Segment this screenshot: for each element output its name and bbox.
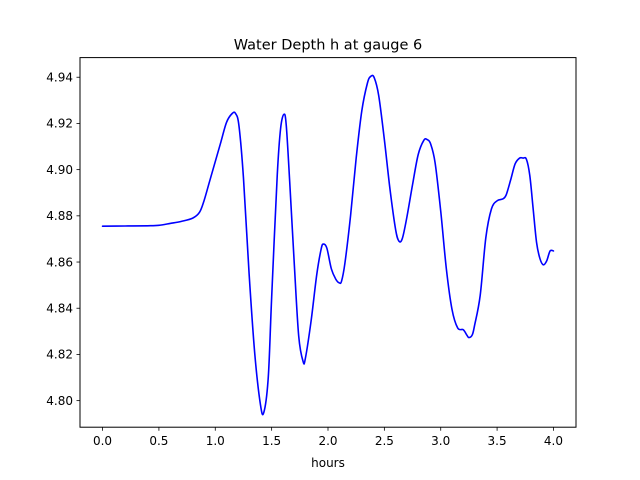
series-line <box>101 74 555 416</box>
y-axis-ticks: 4.80 4.82 4.84 4.86 4.88 4.90 4.92 4.94 <box>46 71 80 408</box>
series-layer <box>101 74 555 416</box>
x-tick-label: 0.0 <box>93 434 112 448</box>
x-tick-label: 3.0 <box>431 434 450 448</box>
plot-frame <box>79 57 577 428</box>
y-tick-label: 4.80 <box>46 394 73 408</box>
x-axis-ticks: 0.0 0.5 1.0 1.5 2.0 2.5 3.0 3.5 4.0 <box>93 427 563 448</box>
y-tick-label: 4.92 <box>46 117 73 131</box>
y-tick-label: 4.88 <box>46 209 73 223</box>
x-tick-label: 3.5 <box>488 434 507 448</box>
y-tick-label: 4.82 <box>46 348 73 362</box>
x-tick-label: 1.5 <box>262 434 281 448</box>
x-tick-label: 2.5 <box>375 434 394 448</box>
y-tick-label: 4.84 <box>46 302 73 316</box>
plot-area <box>80 57 576 428</box>
chart-title: Water Depth h at gauge 6 <box>234 38 422 54</box>
x-tick-label: 1.0 <box>206 434 225 448</box>
x-tick-label: 0.5 <box>149 434 168 448</box>
y-tick-label: 4.94 <box>46 71 73 85</box>
x-tick-label: 2.0 <box>318 434 337 448</box>
y-tick-label: 4.86 <box>46 255 73 269</box>
y-tick-label: 4.90 <box>46 163 73 177</box>
x-axis-label: hours <box>311 456 345 470</box>
x-tick-label: 4.0 <box>544 434 563 448</box>
plot-background <box>80 57 576 428</box>
